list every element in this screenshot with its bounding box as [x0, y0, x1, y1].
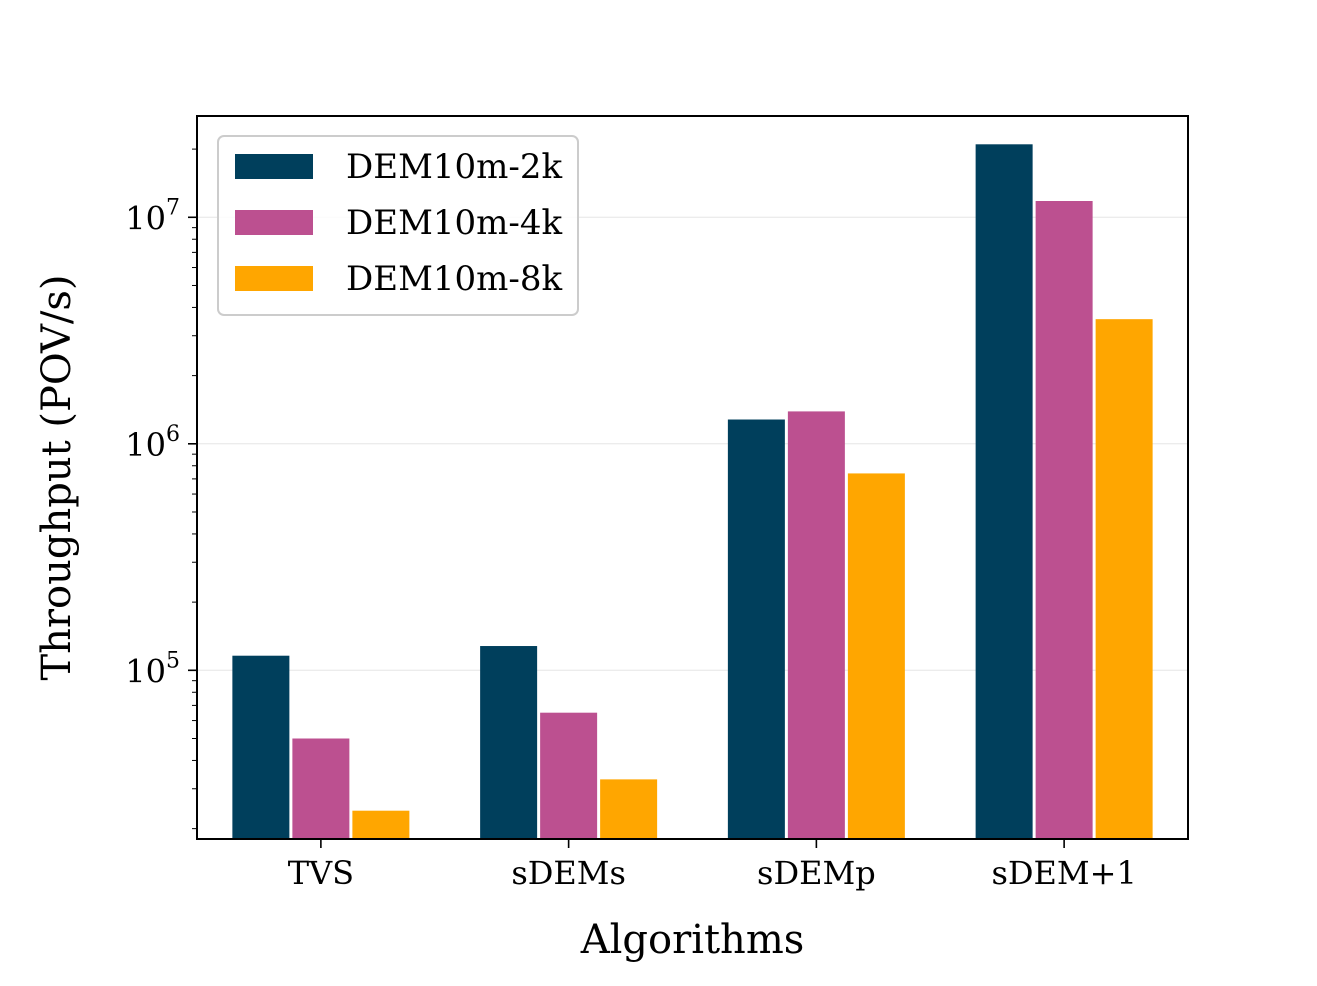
- plot-frame: [196, 115, 1189, 840]
- y-tick-label-2: 107: [125, 195, 180, 237]
- legend-swatch-dem10m-4k: [235, 210, 313, 235]
- bar-tvs-dem10m-4k: [292, 738, 350, 839]
- bars: [232, 144, 1153, 839]
- y-tick-label-1: 106: [125, 422, 180, 464]
- x-axis-ticks: TVS sDEMs sDEMp sDEM+1: [288, 839, 1137, 892]
- bar-tvs-dem10m-8k: [352, 810, 410, 839]
- legend-label-dem10m-2k: DEM10m-2k: [346, 147, 563, 187]
- bar-sdems-dem10m-8k: [600, 779, 658, 839]
- bar-sdemp-dem10m-4k: [787, 411, 845, 839]
- x-axis-label: Algorithms: [580, 917, 805, 963]
- y-tick-label-0: 105: [125, 648, 180, 690]
- bar-sdem-1-dem10m-2k: [975, 144, 1033, 839]
- bar-sdems-dem10m-4k: [540, 712, 598, 839]
- legend-swatch-dem10m-2k: [235, 154, 313, 179]
- x-tick-label-0: TVS: [288, 854, 354, 892]
- y-axis-ticks: 105 106 107: [125, 148, 197, 830]
- x-tick-label-1: sDEMs: [511, 854, 626, 892]
- bar-tvs-dem10m-2k: [232, 655, 290, 839]
- x-tick-label-2: sDEMp: [757, 854, 876, 892]
- bar-sdems-dem10m-2k: [480, 646, 538, 839]
- legend-label-dem10m-4k: DEM10m-4k: [346, 203, 563, 243]
- legend: DEM10m-2k DEM10m-4k DEM10m-8k: [217, 135, 579, 316]
- bar-sdem-1-dem10m-8k: [1095, 319, 1153, 839]
- y-axis-label: Throughput (POV/s): [34, 274, 80, 680]
- bar-sdemp-dem10m-8k: [847, 473, 905, 839]
- legend-swatch-dem10m-8k: [235, 266, 313, 291]
- x-tick-label-3: sDEM+1: [991, 854, 1136, 892]
- bar-sdem-1-dem10m-4k: [1035, 201, 1093, 839]
- legend-label-dem10m-8k: DEM10m-8k: [346, 259, 563, 299]
- bar-sdemp-dem10m-2k: [727, 419, 785, 839]
